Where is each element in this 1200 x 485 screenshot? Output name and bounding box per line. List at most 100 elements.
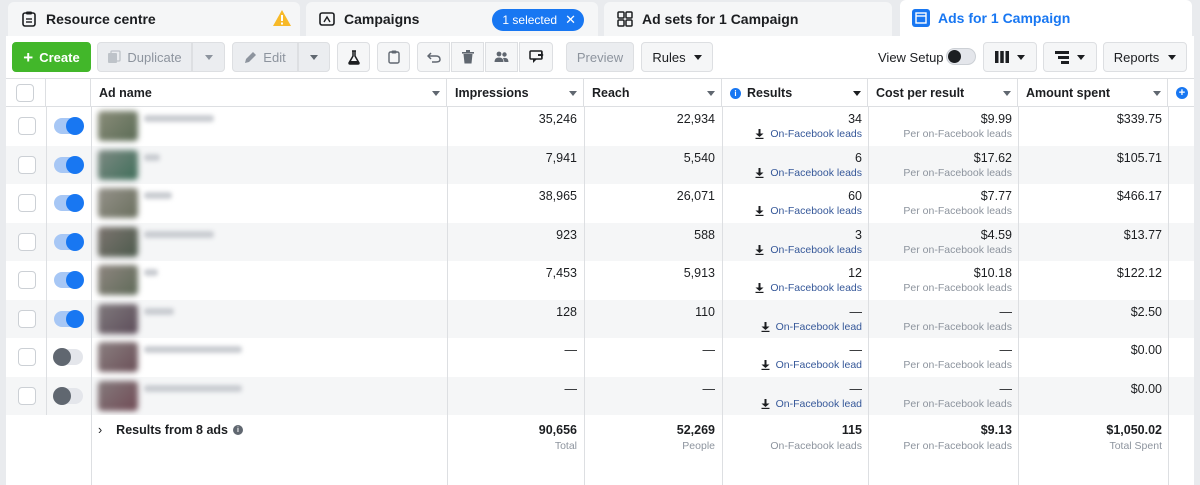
ad-name-link[interactable]	[144, 307, 174, 315]
ad-status-toggle[interactable]	[54, 309, 84, 328]
result-type-link[interactable]: On-Facebook leads	[722, 244, 862, 256]
amount-spent-cell: $122.12	[1116, 266, 1162, 280]
cost-per-result-cell: —	[999, 343, 1013, 357]
ad-thumbnail[interactable]	[98, 265, 138, 295]
ad-status-toggle[interactable]	[53, 348, 83, 366]
impressions-cell: 38,965	[538, 189, 577, 203]
result-type-link[interactable]: On-Facebook leads	[722, 282, 862, 294]
ad-preview-share-button[interactable]	[519, 42, 553, 72]
select-all-checkbox[interactable]	[16, 84, 34, 102]
columns-button[interactable]	[983, 42, 1037, 72]
row-checkbox[interactable]	[18, 194, 36, 212]
row-checkbox[interactable]	[18, 232, 36, 251]
breakdown-button[interactable]	[1043, 42, 1097, 72]
edit-dropdown-button[interactable]	[298, 42, 330, 72]
duplicate-button[interactable]: Duplicate	[97, 42, 192, 72]
view-setup-toggle[interactable]	[946, 48, 976, 65]
ad-name-link[interactable]	[144, 346, 242, 353]
ad-name-link[interactable]	[144, 192, 172, 199]
audience-button[interactable]	[485, 42, 518, 72]
table-row[interactable]: — — — On-Facebook lead — Per on-Facebook lead…	[6, 376, 1194, 415]
header-results[interactable]: i Results	[722, 79, 868, 107]
preview-button[interactable]: Preview	[566, 42, 634, 72]
ad-status-toggle[interactable]	[54, 232, 84, 251]
ad-thumbnail[interactable]	[98, 226, 138, 257]
ab-test-button[interactable]	[337, 42, 370, 72]
ad-status-toggle[interactable]	[53, 386, 83, 405]
cost-per-result-sub: Per on-Facebook leads	[903, 128, 1012, 140]
reach-cell: 5,913	[683, 266, 715, 280]
result-type-link[interactable]: On-Facebook lead	[722, 321, 862, 333]
ad-name-link[interactable]	[144, 384, 242, 392]
close-icon[interactable]: ✕	[565, 12, 576, 27]
add-column-icon[interactable]: +	[1176, 87, 1188, 99]
header-cost-per-result[interactable]: Cost per result	[868, 79, 1018, 107]
tab-ads[interactable]: Ads for 1 Campaign	[900, 0, 1192, 36]
table-row[interactable]: 7,941 5,540 6 On-Facebook leads $17.62 Per on…	[6, 145, 1194, 184]
header-impressions[interactable]: Impressions	[447, 79, 584, 107]
ad-thumbnail[interactable]	[98, 111, 138, 141]
table-row[interactable]: 923 588 3 On-Facebook leads $4.59 Per on-Face…	[6, 222, 1194, 261]
info-icon[interactable]: i	[730, 87, 741, 99]
delete-button[interactable]	[451, 42, 484, 72]
ad-thumbnail[interactable]	[98, 380, 138, 411]
result-type-link[interactable]: On-Facebook lead	[722, 398, 862, 410]
ad-status-toggle[interactable]	[54, 194, 84, 212]
result-type-link[interactable]: On-Facebook lead	[722, 359, 862, 371]
row-checkbox[interactable]	[18, 348, 36, 366]
ad-status-toggle[interactable]	[54, 155, 84, 174]
row-checkbox[interactable]	[18, 117, 36, 135]
table-row[interactable]: 7,453 5,913 12 On-Facebook leads $10.18 Per o…	[6, 261, 1194, 300]
notes-button[interactable]	[377, 42, 410, 72]
result-type-text: On-Facebook leads	[770, 282, 862, 294]
result-type-link[interactable]: On-Facebook leads	[722, 205, 862, 217]
ad-name-link[interactable]	[144, 230, 214, 238]
ad-thumbnail[interactable]	[98, 149, 138, 180]
edit-button[interactable]: Edit	[232, 42, 298, 72]
duplicate-icon	[107, 50, 122, 64]
row-checkbox[interactable]	[18, 271, 36, 289]
ad-name-link[interactable]	[144, 115, 214, 122]
results-cell: 6	[855, 150, 862, 165]
warning-icon[interactable]	[272, 9, 292, 30]
create-button[interactable]: + Create	[12, 42, 91, 72]
rules-button[interactable]: Rules	[641, 42, 713, 72]
table-row[interactable]: — — — On-Facebook lead — Per on-Facebook lead…	[6, 338, 1194, 377]
table-row[interactable]: 35,246 22,934 34 On-Facebook leads $9.99 Per …	[6, 107, 1194, 146]
ad-thumbnail[interactable]	[98, 188, 138, 218]
ad-name-link[interactable]	[144, 153, 160, 161]
ad-status-toggle[interactable]	[54, 117, 84, 135]
row-checkbox[interactable]	[18, 386, 36, 405]
header-reach[interactable]: Reach	[584, 79, 722, 107]
grid-line	[722, 107, 723, 485]
info-icon[interactable]: i	[233, 425, 244, 435]
duplicate-dropdown-button[interactable]	[192, 42, 225, 72]
result-type-link[interactable]: On-Facebook leads	[722, 167, 862, 179]
summary-label[interactable]: › Results from 8 ads i	[98, 423, 244, 437]
ad-thumbnail[interactable]	[98, 342, 138, 372]
table-row[interactable]: 38,965 26,071 60 On-Facebook leads $7.77 Per …	[6, 184, 1194, 223]
ad-name-link[interactable]	[144, 269, 158, 276]
tab-campaigns[interactable]: Campaigns 1 selected ✕	[306, 2, 598, 36]
grid-line	[584, 107, 585, 485]
header-ad-name[interactable]: Ad name	[91, 79, 447, 107]
result-type-link[interactable]: On-Facebook leads	[722, 128, 862, 140]
clipboard-icon	[387, 50, 400, 64]
results-cell: 12	[848, 266, 862, 280]
row-checkbox[interactable]	[18, 155, 36, 174]
tab-resource-centre[interactable]: Resource centre	[8, 2, 300, 36]
reports-button[interactable]: Reports	[1103, 42, 1187, 72]
ad-status-toggle[interactable]	[54, 271, 84, 289]
tab-ad-sets[interactable]: Ad sets for 1 Campaign	[604, 2, 892, 36]
cost-per-result-cell: $17.62	[973, 150, 1012, 165]
undo-button[interactable]	[417, 42, 450, 72]
impressions-cell: 923	[556, 227, 577, 242]
table-row[interactable]: 128 110— On-Facebook lead — Per on-Facebook …	[6, 299, 1194, 338]
row-checkbox[interactable]	[18, 309, 36, 328]
selected-pill[interactable]: 1 selected ✕	[492, 9, 584, 31]
header-label: Reach	[592, 86, 630, 100]
preview-label: Preview	[576, 49, 624, 65]
ad-thumbnail[interactable]	[98, 303, 138, 334]
header-amount-spent[interactable]: Amount spent	[1018, 79, 1168, 107]
summary-reach: 52,269	[676, 423, 715, 437]
